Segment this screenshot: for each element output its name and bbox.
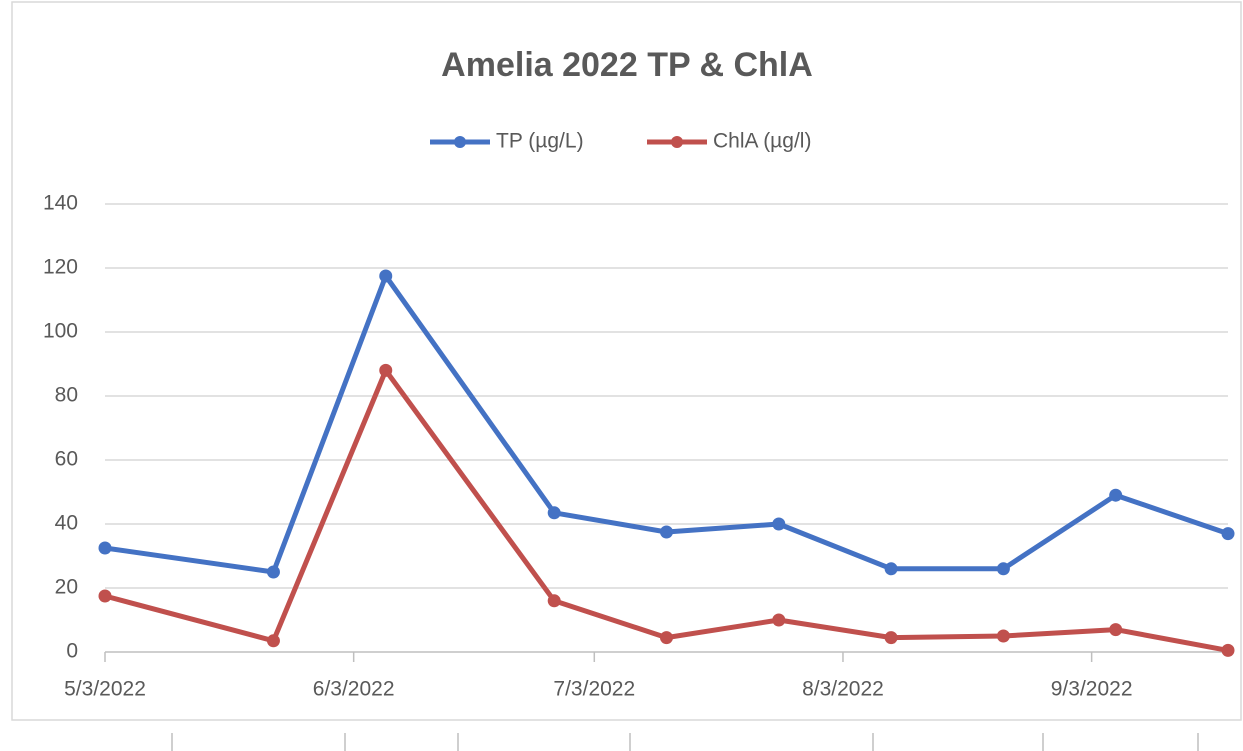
series-line xyxy=(104,367,1229,653)
y-tick-label: 120 xyxy=(43,256,78,279)
y-tick-label: 40 xyxy=(55,512,78,535)
x-tick-label: 5/3/2022 xyxy=(64,678,146,701)
y-tick-label: 20 xyxy=(55,576,78,599)
chart-title: Amelia 2022 TP & ChlA xyxy=(441,46,813,84)
series-marker xyxy=(547,594,561,608)
series-marker xyxy=(772,517,786,531)
series-marker xyxy=(996,562,1010,576)
series-marker xyxy=(996,629,1010,643)
y-tick-label: 140 xyxy=(43,192,78,215)
legend-marker xyxy=(454,136,466,148)
series-marker xyxy=(884,631,898,645)
x-tick-label: 9/3/2022 xyxy=(1051,678,1133,701)
series-marker xyxy=(660,525,673,539)
series-marker xyxy=(1109,488,1123,502)
legend-marker xyxy=(671,136,683,148)
y-tick-label: 60 xyxy=(55,448,78,471)
series-marker xyxy=(266,634,280,648)
series-line xyxy=(104,273,1229,575)
x-tick-label: 6/3/2022 xyxy=(313,678,395,701)
series-marker xyxy=(379,363,393,377)
y-tick-label: 100 xyxy=(43,320,78,343)
series-marker xyxy=(1221,527,1235,541)
legend-label: TP (µg/L) xyxy=(496,130,584,153)
series-marker xyxy=(98,541,112,555)
series-marker xyxy=(379,269,393,283)
x-tick-label: 8/3/2022 xyxy=(802,678,884,701)
series-marker xyxy=(98,589,112,603)
y-tick-label: 80 xyxy=(55,384,78,407)
x-tick-label: 7/3/2022 xyxy=(553,678,635,701)
series-marker xyxy=(1109,623,1123,637)
legend-label: ChlA (µg/l) xyxy=(713,130,811,153)
series-marker xyxy=(1221,643,1235,657)
y-tick-label: 0 xyxy=(66,640,78,663)
chart-border xyxy=(11,1,1242,721)
series-marker xyxy=(266,565,280,579)
series-marker xyxy=(884,562,898,576)
series-marker xyxy=(547,506,561,520)
sheet-grid xyxy=(171,733,1199,751)
series-marker xyxy=(772,613,786,627)
series-marker xyxy=(660,631,673,645)
